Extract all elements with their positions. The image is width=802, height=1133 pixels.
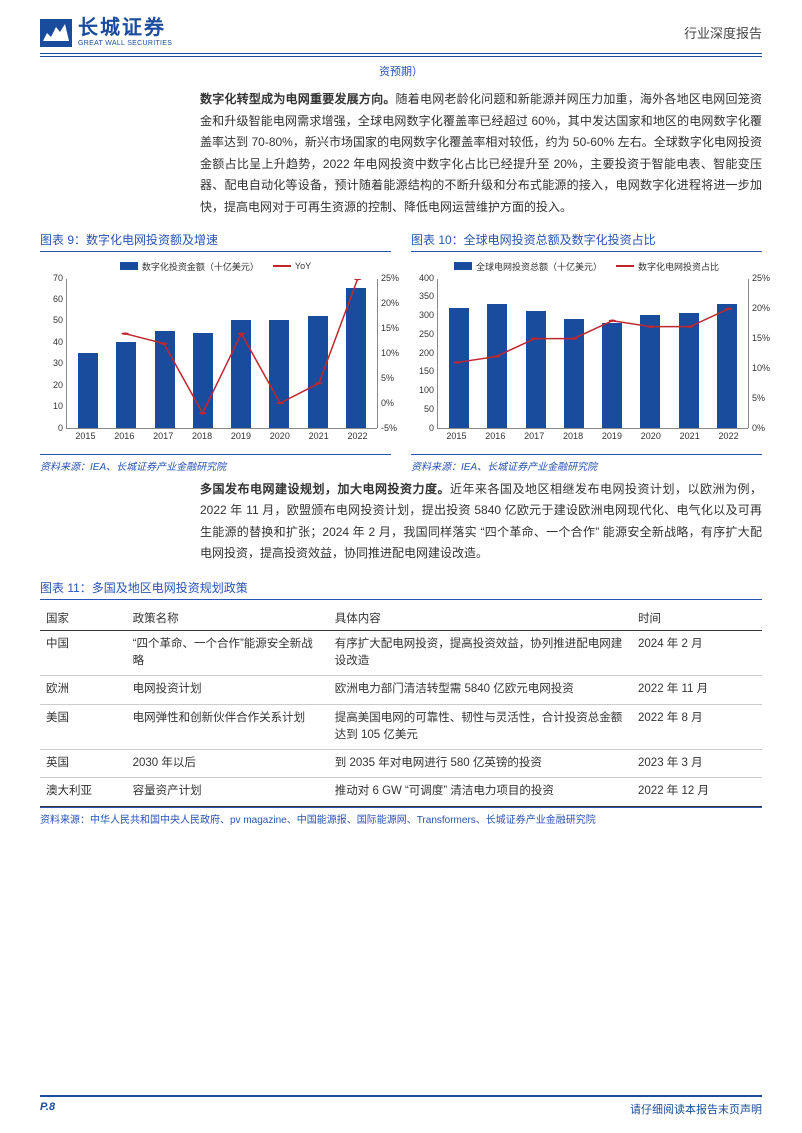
table-cell: 推动对 6 GW “可调度” 清洁电力项目的投资 xyxy=(329,778,632,806)
table-11-source: 资料来源：中华人民共和国中央人民政府、pv magazine、中国能源报、国际能… xyxy=(40,807,762,826)
table-cell: 2030 年以后 xyxy=(127,750,329,778)
figure-10: 图表 10：全球电网投资总额及数字化投资占比 全球电网投资总额（十亿美元） 数字… xyxy=(411,231,762,473)
footer-disclaimer: 请仔细阅读本报告末页声明 xyxy=(630,1101,762,1117)
header-rule-1 xyxy=(40,53,762,54)
table-cell: 容量资产计划 xyxy=(127,778,329,806)
figure-10-title: 图表 10：全球电网投资总额及数字化投资占比 xyxy=(411,231,762,252)
table-11-title: 图表 11：多国及地区电网投资规划政策 xyxy=(40,579,762,600)
continuation-note: 资预期） xyxy=(0,63,802,79)
table-cell: 中国 xyxy=(40,630,127,676)
figure-10-plot: 0501001502002503003504000%5%10%15%20%25% xyxy=(437,279,748,429)
para1-lead: 数字化转型成为电网重要发展方向。 xyxy=(200,92,396,106)
table-cell: “四个革命、一个合作”能源安全新战略 xyxy=(127,630,329,676)
figure-9-plot: 010203040506070-5%0%5%10%15%20%25% xyxy=(66,279,377,429)
table-cell: 2024 年 2 月 xyxy=(632,630,762,676)
figure-9-title: 图表 9：数字化电网投资额及增速 xyxy=(40,231,391,252)
table-cell: 2022 年 8 月 xyxy=(632,704,762,750)
legend-bar-9: 数字化投资金额（十亿美元） xyxy=(142,260,259,273)
legend-bar-10: 全球电网投资总额（十亿美元） xyxy=(476,260,602,273)
figure-9-legend: 数字化投资金额（十亿美元） YoY xyxy=(40,260,391,273)
logo-block: 长城证券 GREAT WALL SECURITIES xyxy=(40,18,172,47)
table-header-cell: 具体内容 xyxy=(329,606,632,631)
figure-10-xlabels: 20152016201720182019202020212022 xyxy=(437,431,748,441)
table-cell: 到 2035 年对电网进行 580 亿英镑的投资 xyxy=(329,750,632,778)
paragraph-2: 多国发布电网建设规划，加大电网投资力度。近年来各国及地区相继发布电网投资计划，以… xyxy=(200,479,762,565)
table-cell: 2022 年 11 月 xyxy=(632,676,762,704)
logo-icon xyxy=(40,19,72,47)
para2-lead: 多国发布电网建设规划，加大电网投资力度。 xyxy=(200,482,450,496)
table-cell: 有序扩大配电网投资，提高投资效益，协列推进配电网建设改造 xyxy=(329,630,632,676)
table-header-cell: 时间 xyxy=(632,606,762,631)
table-cell: 英国 xyxy=(40,750,127,778)
table-cell: 提高美国电网的可靠性、韧性与灵活性，合计投资总金额达到 105 亿美元 xyxy=(329,704,632,750)
table-row: 美国电网弹性和创新伙伴合作关系计划提高美国电网的可靠性、韧性与灵活性，合计投资总… xyxy=(40,704,762,750)
table-cell: 美国 xyxy=(40,704,127,750)
table-row: 欧洲电网投资计划欧洲电力部门清洁转型需 5840 亿欧元电网投资2022 年 1… xyxy=(40,676,762,704)
table-cell: 澳大利亚 xyxy=(40,778,127,806)
figure-10-source: 资料来源：IEA、长城证券产业金融研究院 xyxy=(411,454,762,473)
paragraph-1: 数字化转型成为电网重要发展方向。随着电网老龄化问题和新能源并网压力加重，海外各地… xyxy=(200,89,762,219)
figure-10-legend: 全球电网投资总额（十亿美元） 数字化电网投资占比 xyxy=(411,260,762,273)
table-cell: 电网弹性和创新伙伴合作关系计划 xyxy=(127,704,329,750)
table-header-cell: 政策名称 xyxy=(127,606,329,631)
logo-text-en: GREAT WALL SECURITIES xyxy=(78,40,172,47)
logo-text-cn: 长城证券 xyxy=(78,18,172,38)
figure-9-source: 资料来源：IEA、长城证券产业金融研究院 xyxy=(40,454,391,473)
legend-line-10: 数字化电网投资占比 xyxy=(638,260,719,273)
figure-9-xlabels: 20152016201720182019202020212022 xyxy=(66,431,377,441)
table-header-cell: 国家 xyxy=(40,606,127,631)
figure-9: 图表 9：数字化电网投资额及增速 数字化投资金额（十亿美元） YoY 01020… xyxy=(40,231,391,473)
table-row: 澳大利亚容量资产计划推动对 6 GW “可调度” 清洁电力项目的投资2022 年… xyxy=(40,778,762,806)
table-cell: 欧洲 xyxy=(40,676,127,704)
table-cell: 2023 年 3 月 xyxy=(632,750,762,778)
table-cell: 2022 年 12 月 xyxy=(632,778,762,806)
table-11: 国家政策名称具体内容时间 中国“四个革命、一个合作”能源安全新战略有序扩大配电网… xyxy=(40,606,762,807)
table-row: 中国“四个革命、一个合作”能源安全新战略有序扩大配电网投资，提高投资效益，协列推… xyxy=(40,630,762,676)
table-row: 英国2030 年以后到 2035 年对电网进行 580 亿英镑的投资2023 年… xyxy=(40,750,762,778)
page-number: P.8 xyxy=(40,1101,55,1117)
page-header: 长城证券 GREAT WALL SECURITIES 行业深度报告 xyxy=(0,0,802,51)
legend-line-9: YoY xyxy=(295,261,311,271)
doc-type-label: 行业深度报告 xyxy=(684,23,762,42)
para1-body: 随着电网老龄化问题和新能源并网压力加重，海外各地区电网回笼资金和升级智能电网需求… xyxy=(200,92,762,214)
table-cell: 电网投资计划 xyxy=(127,676,329,704)
table-cell: 欧洲电力部门清洁转型需 5840 亿欧元电网投资 xyxy=(329,676,632,704)
page-footer: P.8 请仔细阅读本报告末页声明 xyxy=(40,1095,762,1117)
header-rule-2 xyxy=(40,56,762,57)
